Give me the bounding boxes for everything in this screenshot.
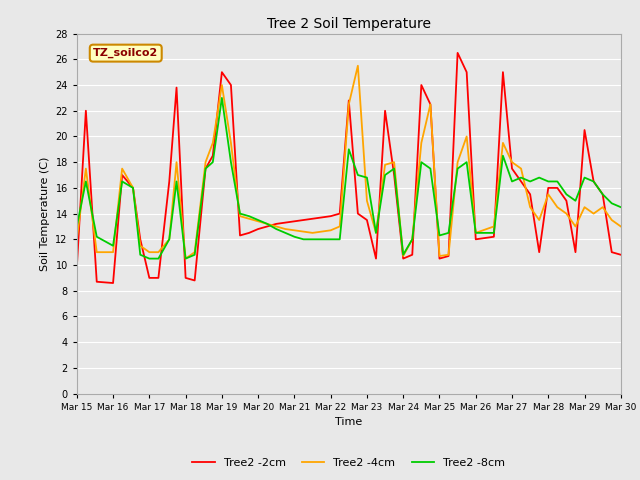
Tree2 -8cm (372, 230, 380, 236)
Tree2 -4cm (93, 249, 100, 255)
Tree2 -8cm (136, 252, 144, 258)
Tree2 -2cm (454, 50, 461, 56)
Tree2 -8cm (73, 224, 81, 229)
Tree2 -8cm (173, 179, 180, 184)
Tree2 -2cm (73, 264, 81, 270)
Line: Tree2 -8cm: Tree2 -8cm (77, 98, 621, 259)
Line: Tree2 -2cm: Tree2 -2cm (77, 53, 621, 283)
Line: Tree2 -4cm: Tree2 -4cm (77, 66, 621, 259)
Y-axis label: Soil Temperature (C): Soil Temperature (C) (40, 156, 50, 271)
Title: Tree 2 Soil Temperature: Tree 2 Soil Temperature (267, 17, 431, 31)
Text: TZ_soilco2: TZ_soilco2 (93, 48, 158, 58)
Tree2 -4cm (165, 237, 173, 242)
Tree2 -2cm (109, 280, 117, 286)
Tree2 -8cm (218, 95, 226, 101)
Tree2 -8cm (145, 256, 153, 262)
Tree2 -4cm (354, 63, 362, 69)
Tree2 -2cm (173, 84, 180, 90)
Tree2 -4cm (182, 256, 189, 262)
Tree2 -2cm (93, 279, 100, 285)
Legend: Tree2 -2cm, Tree2 -4cm, Tree2 -8cm: Tree2 -2cm, Tree2 -4cm, Tree2 -8cm (188, 453, 509, 472)
Tree2 -4cm (617, 224, 625, 229)
Tree2 -4cm (372, 230, 380, 236)
Tree2 -8cm (490, 230, 498, 236)
Tree2 -4cm (73, 237, 81, 242)
Tree2 -2cm (490, 234, 498, 240)
Tree2 -4cm (136, 243, 144, 249)
Tree2 -2cm (617, 252, 625, 258)
Tree2 -8cm (93, 234, 100, 240)
Tree2 -2cm (145, 275, 153, 281)
Tree2 -4cm (490, 224, 498, 229)
Tree2 -2cm (227, 82, 235, 88)
Tree2 -4cm (227, 140, 235, 146)
Tree2 -8cm (617, 204, 625, 210)
Tree2 -2cm (363, 217, 371, 223)
X-axis label: Time: Time (335, 417, 362, 427)
Tree2 -8cm (236, 211, 244, 216)
